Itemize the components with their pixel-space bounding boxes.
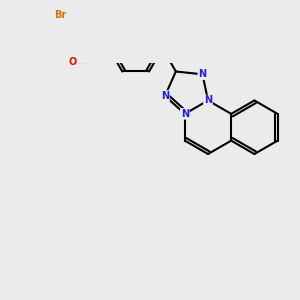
Text: N: N <box>161 91 169 101</box>
Text: N: N <box>181 109 189 119</box>
Text: O: O <box>68 57 76 67</box>
Text: Br: Br <box>54 10 67 20</box>
Text: N: N <box>198 69 206 79</box>
Text: N: N <box>204 95 212 106</box>
